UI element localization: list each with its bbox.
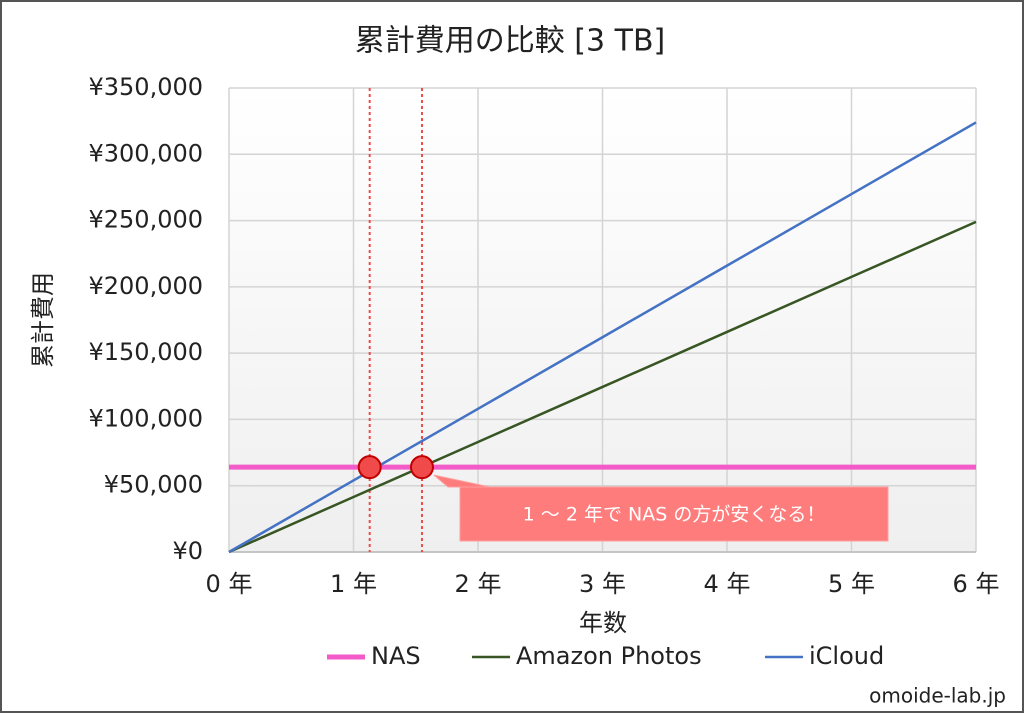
y-tick-label: ¥250,000 [88, 206, 203, 234]
y-tick-label: ¥300,000 [88, 139, 203, 167]
y-tick-label: ¥200,000 [88, 272, 203, 300]
x-tick-label: 1 年 [330, 570, 377, 598]
legend-label: NAS [371, 642, 421, 670]
source: omoide-lab.jp [869, 684, 1006, 708]
legend-label: iCloud [809, 642, 884, 670]
x-tick-label: 6 年 [953, 570, 1000, 598]
y-tick-label: ¥50,000 [104, 471, 203, 499]
y-tick-label: ¥100,000 [88, 404, 203, 432]
x-tick-label: 2 年 [455, 570, 502, 598]
legend-label: Amazon Photos [516, 642, 702, 670]
intersection-marker [409, 455, 434, 480]
y-tick-label: ¥350,000 [88, 73, 203, 101]
y-tick-label: ¥0 [172, 537, 203, 565]
series-line [228, 121, 977, 554]
series-line [228, 220, 977, 554]
chart-title: 累計費用の比較 [3 TB] [355, 24, 665, 59]
x-tick-label: 3 年 [579, 570, 626, 598]
y-tick-label: ¥150,000 [88, 338, 203, 366]
x-tick-label: 4 年 [704, 570, 751, 598]
callout-text: 1 ～ 2 年で NAS の方が安くなる！ [523, 504, 826, 526]
intersection-marker [357, 455, 382, 480]
callout [433, 474, 889, 542]
x-tick-label: 5 年 [828, 570, 875, 598]
x-axis-label: 年数 [579, 609, 627, 637]
y-axis-label: 累計費用 [29, 272, 57, 368]
x-tick-label: 0 年 [206, 570, 253, 598]
